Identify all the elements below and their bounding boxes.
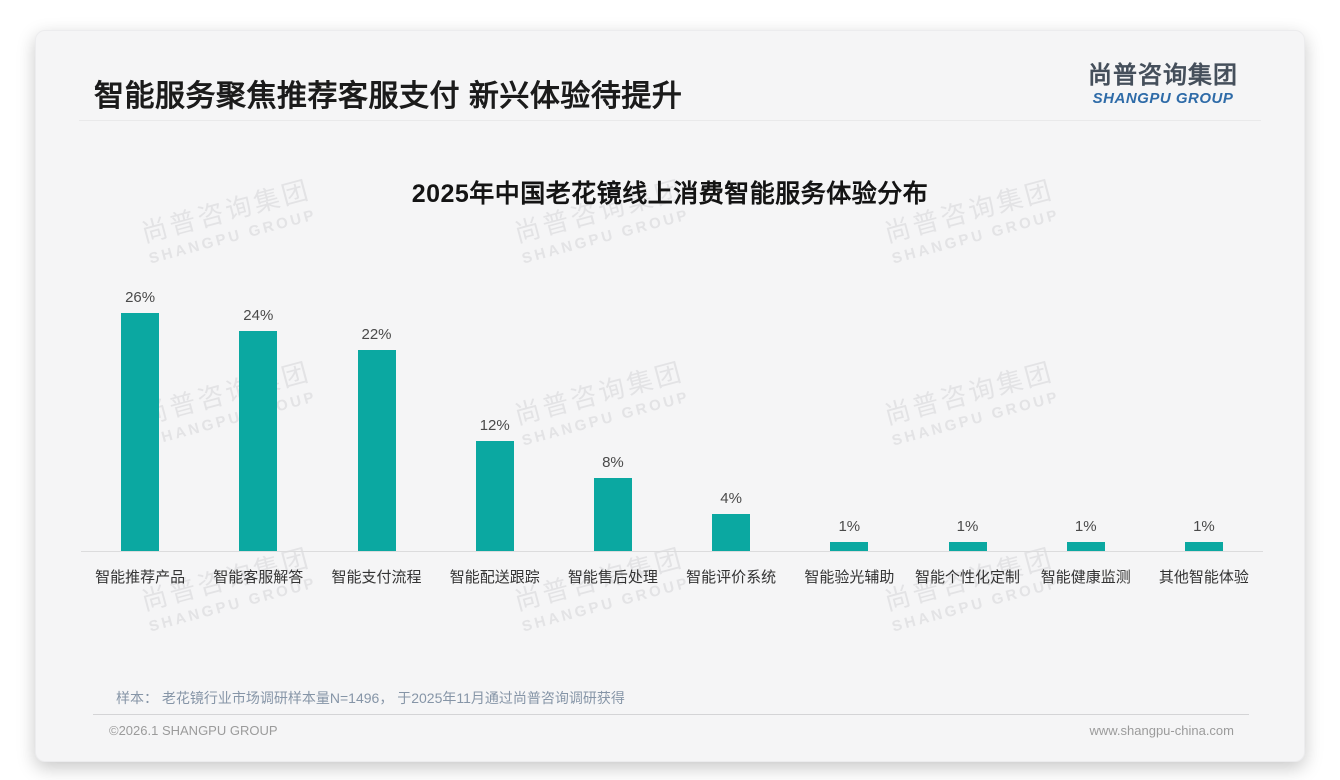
bar-value-label: 1%	[1074, 518, 1097, 535]
bar-value-label: 4%	[720, 490, 742, 507]
bar-column: 8%	[554, 282, 672, 551]
bar-column: 22%	[317, 282, 435, 551]
bar-value-label: 26%	[125, 289, 156, 306]
category-label: 智能配送跟踪	[449, 569, 540, 586]
brand-logo-en: SHANGPU GROUP	[1092, 90, 1234, 107]
page-title: 智能服务聚焦推荐客服支付 新兴体验待提升	[94, 80, 683, 113]
bar-value-label: 1%	[838, 518, 861, 535]
category-label: 智能个性化定制	[915, 569, 1021, 586]
bar-column: 26%	[81, 282, 199, 551]
bar-chart-plot: 26% 24% 22% 12% 8% 4% 1% 1% 1% 1%	[81, 282, 1263, 552]
category-label: 智能验光辅助	[804, 569, 895, 586]
footer-divider	[93, 714, 1249, 715]
website-text: www.shangpu-china.com	[1089, 723, 1234, 738]
bar	[948, 542, 987, 551]
watermark-en: SHANGPU GROUP	[890, 206, 1062, 268]
bar-column: 1%	[908, 282, 1026, 551]
bar-chart-categories: 智能推荐产品 智能客服解答 智能支付流程 智能配送跟踪 智能售后处理 智能评价系统 智能验光…	[81, 566, 1263, 587]
bar	[475, 441, 514, 551]
bar-value-label: 12%	[479, 417, 510, 434]
bar	[357, 350, 396, 551]
category-label: 智能售后处理	[567, 569, 658, 586]
category-label: 智能评价系统	[686, 569, 777, 586]
slide-card: 尚普咨询集团 SHANGPU GROUP 尚普咨询集团 SHANGPU GROUP 尚普…	[35, 30, 1305, 762]
bar-value-label: 1%	[956, 518, 979, 535]
bar	[712, 514, 751, 551]
source-note: 样本： 老花镜行业市场调研样本量N=1496， 于2025年11月通过尚普咨询调…	[116, 690, 625, 706]
category-label: 智能推荐产品	[95, 569, 186, 586]
bar-value-label: 1%	[1193, 518, 1215, 535]
watermark-en: SHANGPU GROUP	[520, 206, 692, 268]
watermark-en: SHANGPU GROUP	[147, 206, 319, 268]
bar-column: 4%	[672, 282, 790, 551]
category-label: 智能支付流程	[331, 569, 422, 586]
bar-column: 1%	[790, 282, 908, 551]
footer: ©2026.1 SHANGPU GROUP www.shangpu-china.…	[109, 723, 1234, 738]
bar-value-label: 22%	[361, 326, 392, 343]
bar	[830, 542, 869, 551]
category-label: 智能健康监测	[1040, 569, 1131, 586]
bar-column: 1%	[1027, 282, 1145, 551]
copyright-text: ©2026.1 SHANGPU GROUP	[109, 723, 278, 738]
bar	[121, 313, 160, 551]
brand-logo: 尚普咨询集团 SHANGPU GROUP	[1088, 55, 1238, 107]
title-divider	[79, 120, 1261, 121]
brand-logo-cn: 尚普咨询集团	[1088, 62, 1238, 89]
bar	[239, 331, 278, 551]
category-label: 其他智能体验	[1158, 569, 1249, 586]
bar-value-label: 24%	[243, 307, 274, 324]
bar	[593, 478, 632, 551]
bar-column: 12%	[436, 282, 554, 551]
bar-value-label: 8%	[602, 454, 624, 471]
bar	[1184, 542, 1223, 551]
category-label: 智能客服解答	[213, 569, 304, 586]
bar	[1066, 542, 1105, 551]
bar-column: 1%	[1145, 282, 1263, 551]
chart-title: 2025年中国老花镜线上消费智能服务体验分布	[411, 180, 929, 208]
bar-column: 24%	[199, 282, 317, 551]
